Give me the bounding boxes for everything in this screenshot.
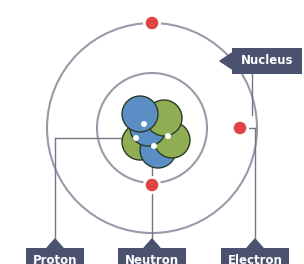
- FancyBboxPatch shape: [232, 48, 302, 74]
- Circle shape: [146, 100, 182, 136]
- Circle shape: [143, 14, 161, 32]
- Polygon shape: [144, 239, 160, 248]
- FancyBboxPatch shape: [26, 248, 84, 264]
- Circle shape: [151, 143, 157, 149]
- Circle shape: [140, 132, 176, 168]
- Circle shape: [133, 135, 139, 141]
- Polygon shape: [47, 239, 63, 248]
- Text: Neutron: Neutron: [125, 254, 179, 264]
- Circle shape: [231, 119, 249, 137]
- Circle shape: [122, 96, 158, 132]
- FancyBboxPatch shape: [221, 248, 289, 264]
- Circle shape: [145, 16, 159, 30]
- Circle shape: [143, 176, 161, 194]
- Circle shape: [165, 133, 171, 139]
- Text: Electron: Electron: [228, 254, 282, 264]
- Circle shape: [154, 122, 190, 158]
- Text: Proton: Proton: [33, 254, 77, 264]
- Circle shape: [233, 121, 247, 135]
- Circle shape: [145, 178, 159, 192]
- Circle shape: [122, 124, 158, 160]
- Polygon shape: [247, 239, 263, 248]
- Text: Nucleus: Nucleus: [241, 54, 293, 68]
- Circle shape: [141, 121, 147, 127]
- Polygon shape: [220, 53, 232, 69]
- FancyBboxPatch shape: [118, 248, 186, 264]
- Circle shape: [130, 110, 166, 146]
